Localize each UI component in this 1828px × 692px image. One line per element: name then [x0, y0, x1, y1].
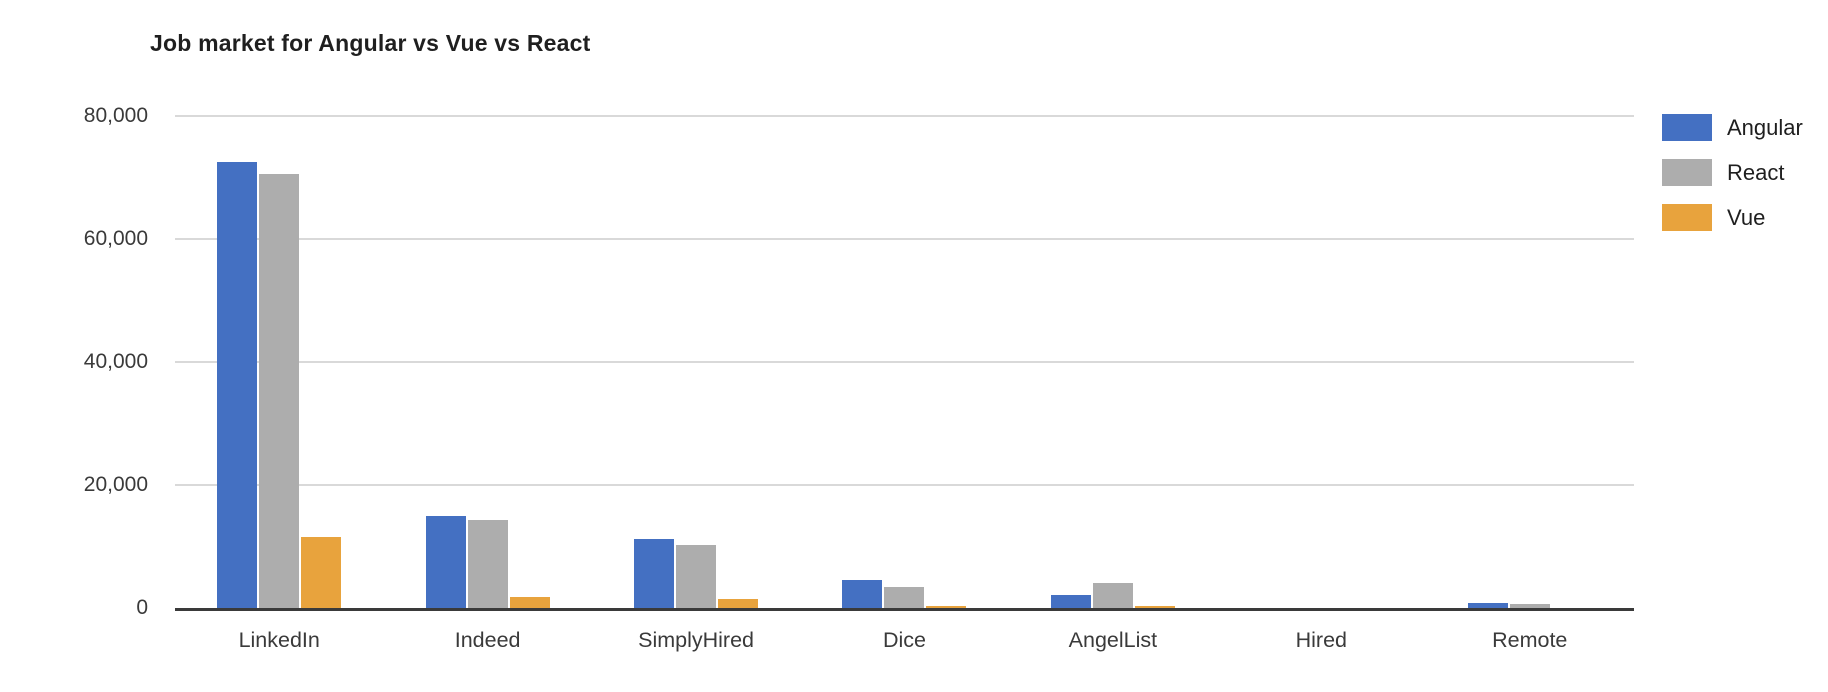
- y-tick-label: 80,000: [83, 104, 148, 127]
- x-tick-label-dice: Dice: [882, 628, 926, 652]
- y-axis: 80,000 60,000 40,000 20,000 0: [0, 104, 162, 619]
- bar-group-simplyhired: [592, 116, 800, 608]
- gridline: [175, 361, 1634, 363]
- bar-react-dice: [884, 587, 925, 608]
- bar-react-indeed: [467, 520, 508, 608]
- bar-react-simplyhired: [676, 545, 717, 608]
- bar-vue-dice: [926, 605, 967, 608]
- bar-group-angellist: [1009, 116, 1217, 608]
- legend-label: Angular: [1727, 114, 1803, 140]
- bar-group-linkedin: [175, 116, 383, 608]
- legend-item-angular: Angular: [1662, 114, 1803, 141]
- legend-item-vue: Vue: [1662, 204, 1803, 231]
- legend-swatch-angular: [1662, 114, 1712, 141]
- chart-title: Job market for Angular vs Vue vs React: [150, 30, 591, 56]
- bar-angular-linkedin: [217, 162, 258, 608]
- legend-label: Vue: [1727, 204, 1766, 230]
- x-axis: LinkedIn Indeed SimplyHired Dice AngelList Hi…: [175, 622, 1634, 653]
- legend-item-react: React: [1662, 159, 1803, 186]
- gridline: [175, 484, 1634, 486]
- bar-angular-indeed: [425, 515, 466, 608]
- bar-vue-simplyhired: [718, 598, 759, 608]
- bar-react-angellist: [1092, 583, 1133, 608]
- gridline: [175, 238, 1634, 240]
- legend-label: React: [1727, 159, 1785, 185]
- bar-group-dice: [800, 116, 1008, 608]
- legend-swatch-react: [1662, 159, 1712, 186]
- x-tick-label-angellist: AngelList: [1068, 628, 1158, 652]
- bar-vue-linkedin: [301, 537, 342, 608]
- y-tick-label: 20,000: [83, 473, 148, 496]
- bar-react-linkedin: [259, 174, 300, 608]
- bar-angular-simplyhired: [634, 539, 675, 608]
- bar-groups: [175, 116, 1634, 608]
- bar-group-hired: [1217, 116, 1425, 608]
- bar-vue-indeed: [509, 596, 550, 608]
- y-tick-label: 40,000: [83, 350, 148, 373]
- x-tick-label-simplyhired: SimplyHired: [638, 628, 754, 652]
- legend-swatch-vue: [1662, 204, 1712, 231]
- legend: Angular React Vue: [1662, 114, 1803, 249]
- x-tick-label-indeed: Indeed: [454, 628, 521, 652]
- bar-angular-dice: [842, 579, 883, 608]
- bar-group-indeed: [383, 116, 591, 608]
- bar-vue-angellist: [1134, 606, 1175, 608]
- bar-react-remote: [1509, 603, 1550, 608]
- bar-group-remote: [1426, 116, 1634, 608]
- y-tick-label: 60,000: [83, 227, 148, 250]
- plot-area: [175, 115, 1634, 611]
- gridline: [175, 115, 1634, 117]
- y-tick-label: 0: [136, 596, 148, 619]
- bar-angular-angellist: [1050, 595, 1091, 608]
- x-tick-label-linkedin: LinkedIn: [238, 628, 320, 652]
- x-tick-label-hired: Hired: [1295, 628, 1348, 652]
- x-tick-label-remote: Remote: [1492, 628, 1568, 652]
- bar-angular-remote: [1467, 603, 1508, 608]
